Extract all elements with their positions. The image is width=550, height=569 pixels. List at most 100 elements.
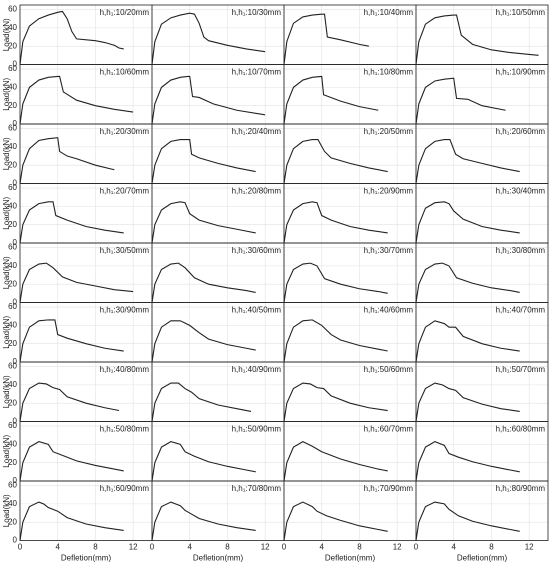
- y-tick-label: 40: [8, 380, 17, 389]
- panel-label: h,h₁:60/80mm: [496, 425, 546, 434]
- y-tick-label: 0: [13, 536, 18, 545]
- x-tick-label: 8: [93, 543, 98, 552]
- y-tick-label: 0: [13, 357, 18, 366]
- panel-label: h,h₁:20/50mm: [364, 127, 414, 136]
- y-tick-label: 40: [8, 439, 17, 448]
- load-curve: [283, 262, 388, 303]
- load-curve: [415, 201, 520, 244]
- panel-label: h,h₁:50/70mm: [496, 365, 546, 374]
- panel-label: h,h₁:10/60mm: [100, 68, 150, 77]
- load-curve: [19, 262, 134, 303]
- load-curve: [151, 382, 252, 422]
- x-tick-label: 4: [451, 543, 456, 552]
- x-axis-label: Defletion(mm): [61, 554, 112, 563]
- x-tick-label: 12: [393, 543, 402, 552]
- y-tick-label: 40: [8, 23, 17, 32]
- y-axis-label: Load(kN): [2, 494, 11, 527]
- load-curve: [151, 320, 256, 363]
- load-curve: [415, 139, 520, 184]
- x-tick-label: 0: [18, 543, 23, 552]
- load-curve: [415, 382, 520, 422]
- panel-label: h,h₁:20/90mm: [364, 187, 414, 196]
- y-tick-label: 20: [8, 279, 17, 288]
- x-tick-label: 0: [282, 543, 287, 552]
- y-tick-label: 60: [8, 183, 17, 192]
- load-curve: [151, 501, 256, 541]
- panel-label: h,h₁:10/80mm: [364, 68, 414, 77]
- x-tick-label: 8: [489, 543, 494, 552]
- load-curve: [415, 441, 520, 482]
- load-curve: [415, 14, 539, 65]
- y-tick-label: 0: [13, 60, 18, 69]
- y-tick-label: 60: [8, 5, 17, 14]
- load-curve: [283, 75, 379, 125]
- panel-label: h,h₁:30/40mm: [496, 187, 546, 196]
- y-tick-label: 60: [8, 421, 17, 430]
- load-curve: [151, 12, 266, 65]
- panel-label: h,h₁:30/70mm: [364, 246, 414, 255]
- load-curve: [283, 319, 388, 363]
- y-axis-label: Load(kN): [2, 315, 11, 348]
- panel-label: h,h₁:10/70mm: [232, 68, 282, 77]
- y-axis-label: Load(kN): [2, 137, 11, 170]
- y-axis-label: Load(kN): [2, 434, 11, 467]
- load-curve: [19, 10, 124, 65]
- panel-label: h,h₁:70/80mm: [232, 484, 282, 493]
- panel-label: h,h₁:50/80mm: [100, 425, 150, 434]
- panel-label: h,h₁:40/90mm: [232, 365, 282, 374]
- x-tick-label: 4: [55, 543, 60, 552]
- y-tick-label: 60: [8, 302, 17, 311]
- panel-label: h,h₁:60/90mm: [100, 484, 150, 493]
- load-curve: [283, 441, 388, 482]
- load-curve: [19, 75, 134, 125]
- y-tick-label: 40: [8, 320, 17, 329]
- x-axis-label: Defletion(mm): [193, 554, 244, 563]
- panel-label: h,h₁:20/40mm: [232, 127, 282, 136]
- y-tick-label: 60: [8, 243, 17, 252]
- load-curve: [151, 75, 266, 125]
- load-curve: [283, 501, 388, 541]
- y-tick-label: 20: [8, 101, 17, 110]
- y-tick-label: 0: [13, 298, 18, 307]
- y-tick-label: 0: [13, 119, 18, 128]
- load-curve: [19, 441, 124, 482]
- load-curve: [415, 262, 520, 303]
- y-tick-label: 60: [8, 362, 17, 371]
- y-tick-label: 40: [8, 261, 17, 270]
- panel-label: h,h₁:80/90mm: [496, 484, 546, 493]
- panel-label: h,h₁:20/60mm: [496, 127, 546, 136]
- load-curve: [19, 501, 124, 541]
- x-tick-label: 4: [187, 543, 192, 552]
- panel-label: h,h₁:60/70mm: [364, 425, 414, 434]
- panel-label: h,h₁:30/90mm: [100, 306, 150, 315]
- load-curve: [151, 441, 256, 482]
- load-curve: [151, 139, 256, 184]
- y-axis-label: Load(kN): [2, 196, 11, 229]
- y-tick-label: 60: [8, 64, 17, 73]
- panel-label: h,h₁:70/90mm: [364, 484, 414, 493]
- y-tick-label: 20: [8, 160, 17, 169]
- panel-label: h,h₁:40/60mm: [364, 306, 414, 315]
- panel-label: h,h₁:10/40mm: [364, 8, 414, 17]
- y-tick-label: 20: [8, 517, 17, 526]
- panel-label: h,h₁:20/70mm: [100, 187, 150, 196]
- x-tick-label: 8: [225, 543, 230, 552]
- x-tick-label: 4: [319, 543, 324, 552]
- load-curve: [19, 201, 124, 244]
- y-tick-label: 60: [8, 481, 17, 490]
- panel-label: h,h₁:50/90mm: [232, 425, 282, 434]
- panel-label: h,h₁:30/50mm: [100, 246, 150, 255]
- load-curve: [415, 77, 506, 125]
- panel-label: h,h₁:20/30mm: [100, 127, 150, 136]
- load-curve: [151, 201, 256, 244]
- panel-label: h,h₁:30/60mm: [232, 246, 282, 255]
- y-axis-label: Load(kN): [2, 256, 11, 289]
- panel-label: h,h₁:40/70mm: [496, 306, 546, 315]
- y-tick-label: 40: [8, 82, 17, 91]
- load-curve: [19, 137, 115, 184]
- panel-label: h,h₁:10/90mm: [496, 68, 546, 77]
- x-tick-label: 12: [525, 543, 534, 552]
- y-tick-label: 0: [13, 417, 18, 426]
- load-curve: [19, 319, 124, 363]
